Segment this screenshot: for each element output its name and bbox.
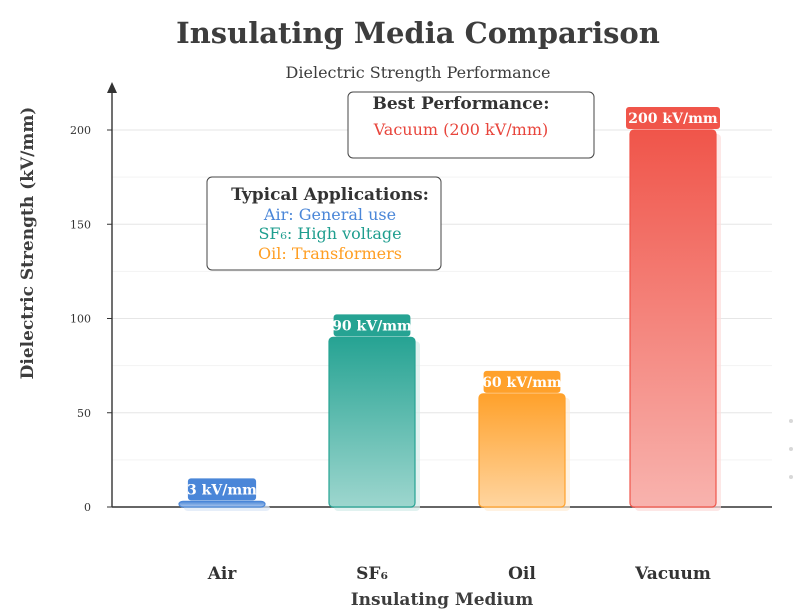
y-axis-title: Dielectric Strength (kV/mm) <box>18 107 38 380</box>
bar-1 <box>328 336 416 508</box>
bar-2 <box>478 393 566 508</box>
y-tick-label: 200 <box>70 124 91 137</box>
bar-value-label: 200 kV/mm <box>628 111 718 127</box>
bars: 3 kV/mm 90 kV/mm 60 kV/mm 200 kV/mm <box>178 107 721 511</box>
y-tick-label: 50 <box>77 407 91 420</box>
best-performance-box <box>347 91 595 159</box>
bar-value-badge <box>187 478 257 501</box>
chart-title: Insulating Media Comparison <box>176 16 660 50</box>
bar-value-label: 90 kV/mm <box>332 318 412 334</box>
best-performance-heading: Best Performance: <box>372 94 549 114</box>
bar-value-label: 60 kV/mm <box>482 375 562 391</box>
typical-applications-box <box>206 176 442 271</box>
typical-applications-heading: Typical Applications: <box>231 185 429 205</box>
y-tick-label: 150 <box>70 218 91 231</box>
application-air: Air: General use <box>263 205 396 224</box>
bar-value-badge <box>626 107 720 129</box>
bar-3 <box>629 129 717 508</box>
bar-value-label: 3 kV/mm <box>187 482 257 498</box>
decor-dot <box>789 419 793 423</box>
decor-dot <box>789 447 793 451</box>
y-axis-ticks: 0 50 100 150 200 <box>70 124 112 514</box>
y-axis-arrow <box>107 82 117 93</box>
x-category-label: SF₆ <box>356 564 388 584</box>
best-performance-annotation: Best Performance: Vacuum (200 kV/mm) <box>347 91 595 159</box>
application-oil: Oil: Transformers <box>258 244 402 263</box>
bar-value-badge <box>483 370 561 393</box>
application-sf6: SF₆: High voltage <box>258 224 401 243</box>
y-tick-label: 0 <box>84 501 91 514</box>
x-axis-categories: Air SF₆ Oil Vacuum <box>207 564 711 584</box>
bar-value-badge <box>333 314 411 337</box>
x-category-label: Air <box>207 564 238 584</box>
x-category-label: Vacuum <box>634 564 711 584</box>
chart-subtitle: Dielectric Strength Performance <box>286 63 551 82</box>
decor-dot <box>789 475 793 479</box>
x-axis-title: Insulating Medium <box>351 590 534 610</box>
typical-applications-annotation: Typical Applications: Air: General use S… <box>206 176 442 271</box>
best-performance-text: Vacuum (200 kV/mm) <box>373 120 549 139</box>
x-category-label: Oil <box>508 564 536 584</box>
y-tick-label: 100 <box>70 313 91 326</box>
bar-0 <box>178 500 266 508</box>
